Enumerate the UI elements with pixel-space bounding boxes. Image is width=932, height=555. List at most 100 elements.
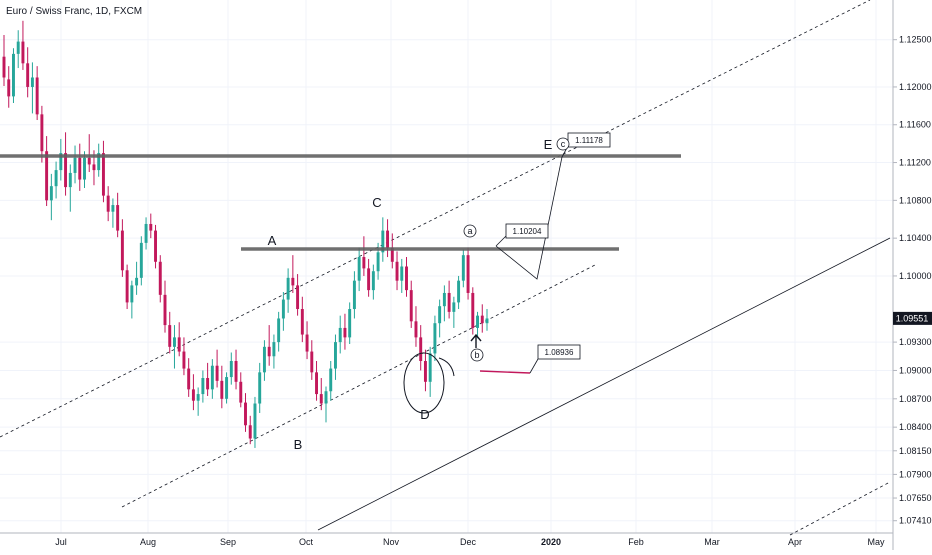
- candle[interactable]: [362, 236, 366, 276]
- candle[interactable]: [310, 340, 314, 380]
- candle[interactable]: [281, 292, 285, 331]
- candle[interactable]: [59, 138, 63, 181]
- candle[interactable]: [319, 378, 323, 411]
- candle[interactable]: [210, 359, 214, 399]
- candle[interactable]: [324, 386, 328, 423]
- candle[interactable]: [106, 186, 110, 222]
- candle[interactable]: [49, 173, 53, 221]
- candle[interactable]: [163, 280, 167, 333]
- candle[interactable]: [54, 161, 58, 199]
- candle[interactable]: [130, 280, 134, 319]
- candle[interactable]: [343, 313, 347, 350]
- candle[interactable]: [348, 302, 352, 344]
- candle[interactable]: [30, 62, 34, 114]
- candle[interactable]: [267, 325, 271, 366]
- candle[interactable]: [452, 296, 456, 328]
- candle[interactable]: [485, 309, 489, 331]
- candle[interactable]: [182, 337, 186, 376]
- candle[interactable]: [68, 164, 72, 212]
- candle[interactable]: [177, 322, 181, 357]
- candle[interactable]: [447, 280, 451, 319]
- candle[interactable]: [35, 66, 39, 121]
- candle[interactable]: [476, 311, 479, 339]
- candle[interactable]: [442, 285, 446, 322]
- candle[interactable]: [253, 396, 257, 448]
- candle[interactable]: [291, 255, 295, 293]
- candle[interactable]: [196, 387, 200, 416]
- candle[interactable]: [168, 311, 172, 354]
- candle[interactable]: [244, 393, 247, 432]
- candle[interactable]: [173, 325, 176, 369]
- candle[interactable]: [234, 349, 238, 390]
- candle[interactable]: [409, 280, 413, 328]
- candle[interactable]: [111, 198, 115, 228]
- candle[interactable]: [116, 192, 120, 238]
- candle[interactable]: [438, 299, 442, 338]
- candle[interactable]: [381, 217, 385, 262]
- candle[interactable]: [400, 258, 404, 293]
- candle[interactable]: [101, 140, 105, 203]
- candle[interactable]: [466, 247, 470, 300]
- candle[interactable]: [258, 362, 262, 413]
- candle[interactable]: [73, 145, 77, 184]
- candle[interactable]: [371, 264, 375, 300]
- candle[interactable]: [139, 236, 143, 286]
- candle[interactable]: [262, 340, 266, 381]
- candle[interactable]: [220, 365, 224, 409]
- candle[interactable]: [272, 334, 276, 369]
- candle[interactable]: [428, 346, 432, 397]
- candle[interactable]: [78, 143, 82, 191]
- candle[interactable]: [461, 249, 465, 288]
- candle[interactable]: [120, 219, 124, 277]
- candle[interactable]: [7, 66, 11, 108]
- candle[interactable]: [21, 20, 25, 70]
- candle[interactable]: [286, 268, 290, 313]
- candle[interactable]: [480, 304, 484, 333]
- candle[interactable]: [248, 415, 252, 445]
- candle[interactable]: [201, 370, 205, 403]
- candle[interactable]: [125, 264, 129, 310]
- time-axis[interactable]: Jul Aug Sep Oct Nov Dec 2020 Feb Mar Apr May: [55, 537, 885, 547]
- candle[interactable]: [2, 34, 6, 86]
- candle[interactable]: [329, 361, 333, 401]
- candle[interactable]: [277, 311, 281, 352]
- candle[interactable]: [419, 325, 423, 371]
- candle[interactable]: [87, 134, 91, 172]
- candle[interactable]: [390, 233, 394, 269]
- candle[interactable]: [225, 372, 229, 404]
- candle[interactable]: [64, 132, 68, 196]
- candle[interactable]: [40, 105, 44, 163]
- candle[interactable]: [457, 275, 461, 310]
- candle[interactable]: [296, 274, 300, 316]
- candle[interactable]: [154, 224, 157, 269]
- candle[interactable]: [405, 257, 408, 297]
- candle[interactable]: [135, 261, 139, 295]
- candle[interactable]: [414, 306, 418, 347]
- candle[interactable]: [187, 358, 191, 397]
- candle[interactable]: [300, 296, 304, 343]
- candle[interactable]: [315, 361, 318, 401]
- candle[interactable]: [158, 255, 162, 303]
- candle[interactable]: [352, 271, 356, 319]
- candle[interactable]: [149, 213, 153, 239]
- candle[interactable]: [97, 143, 101, 177]
- candle[interactable]: [229, 352, 233, 385]
- candle[interactable]: [206, 362, 210, 396]
- candle[interactable]: [45, 136, 49, 207]
- candle[interactable]: [423, 349, 427, 392]
- candle[interactable]: [471, 287, 475, 335]
- candle[interactable]: [144, 217, 148, 250]
- candle[interactable]: [334, 334, 337, 380]
- candle[interactable]: [12, 48, 15, 104]
- candle[interactable]: [338, 315, 342, 354]
- candle[interactable]: [305, 321, 309, 360]
- candle[interactable]: [191, 374, 195, 411]
- candle[interactable]: [357, 247, 361, 292]
- candle[interactable]: [395, 251, 399, 291]
- candle[interactable]: [239, 372, 243, 408]
- candle[interactable]: [16, 30, 20, 69]
- candle[interactable]: [367, 258, 371, 297]
- candle[interactable]: [26, 47, 30, 98]
